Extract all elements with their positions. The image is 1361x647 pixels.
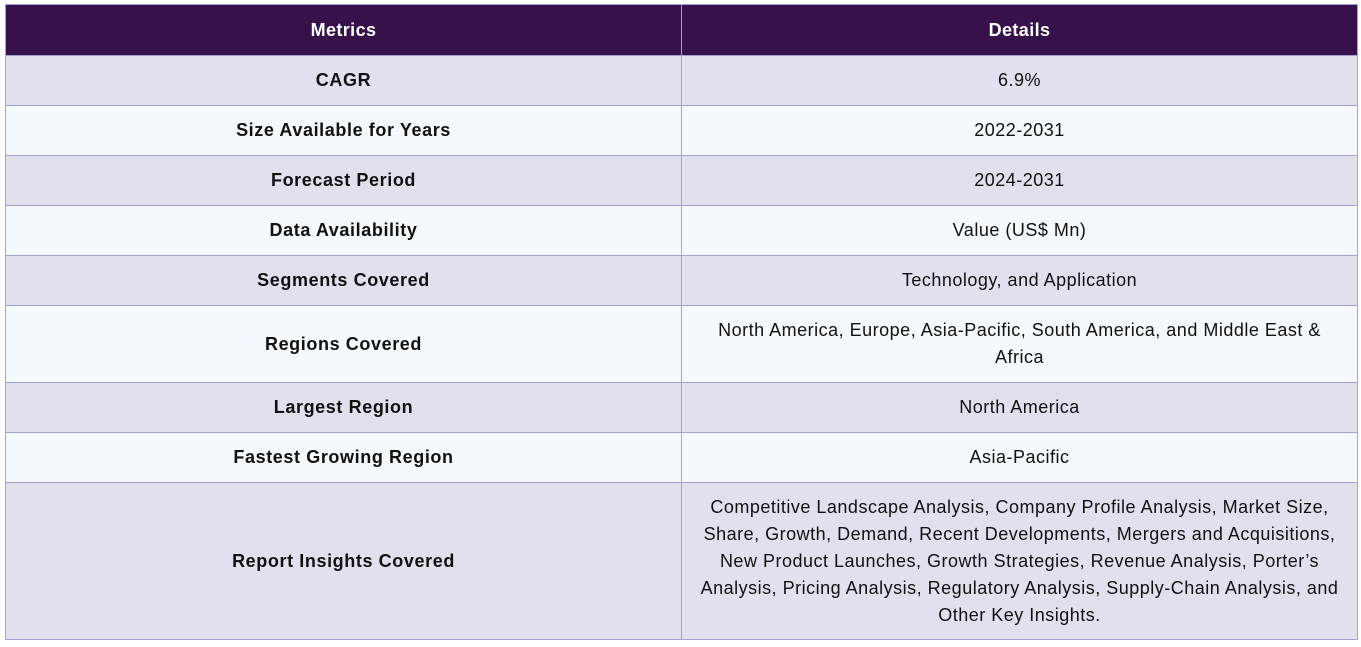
row-metric-segments-covered: Segments Covered (5, 255, 682, 306)
table-row: Segments Covered Technology, and Applica… (5, 255, 1358, 306)
table-row: Data Availability Value (US$ Mn) (5, 205, 1358, 256)
metrics-table-container: Metrics Details CAGR 6.9% Size Available… (5, 4, 1358, 640)
row-metric-regions-covered: Regions Covered (5, 305, 682, 383)
table-row: Size Available for Years 2022-2031 (5, 105, 1358, 156)
metrics-table: Metrics Details CAGR 6.9% Size Available… (5, 4, 1358, 640)
table-row: Regions Covered North America, Europe, A… (5, 305, 1358, 383)
table-row: Report Insights Covered Competitive Land… (5, 482, 1358, 640)
row-metric-fastest-growing-region: Fastest Growing Region (5, 432, 682, 483)
row-detail-regions-covered: North America, Europe, Asia-Pacific, Sou… (681, 305, 1358, 383)
table-body: CAGR 6.9% Size Available for Years 2022-… (5, 55, 1358, 640)
row-detail-size-years: 2022-2031 (681, 105, 1358, 156)
header-row: Metrics Details (5, 4, 1358, 56)
row-metric-size-years: Size Available for Years (5, 105, 682, 156)
row-metric-data-availability: Data Availability (5, 205, 682, 256)
table-header: Metrics Details (5, 4, 1358, 56)
row-metric-cagr: CAGR (5, 55, 682, 106)
row-detail-fastest-growing-region: Asia-Pacific (681, 432, 1358, 483)
header-metrics: Metrics (5, 4, 682, 56)
table-row: CAGR 6.9% (5, 55, 1358, 106)
row-metric-forecast-period: Forecast Period (5, 155, 682, 206)
table-row: Fastest Growing Region Asia-Pacific (5, 432, 1358, 483)
row-detail-forecast-period: 2024-2031 (681, 155, 1358, 206)
row-detail-report-insights: Competitive Landscape Analysis, Company … (681, 482, 1358, 640)
table-row: Largest Region North America (5, 382, 1358, 433)
row-detail-data-availability: Value (US$ Mn) (681, 205, 1358, 256)
row-detail-segments-covered: Technology, and Application (681, 255, 1358, 306)
row-detail-cagr: 6.9% (681, 55, 1358, 106)
row-metric-largest-region: Largest Region (5, 382, 682, 433)
header-details: Details (681, 4, 1358, 56)
table-row: Forecast Period 2024-2031 (5, 155, 1358, 206)
row-metric-report-insights: Report Insights Covered (5, 482, 682, 640)
row-detail-largest-region: North America (681, 382, 1358, 433)
